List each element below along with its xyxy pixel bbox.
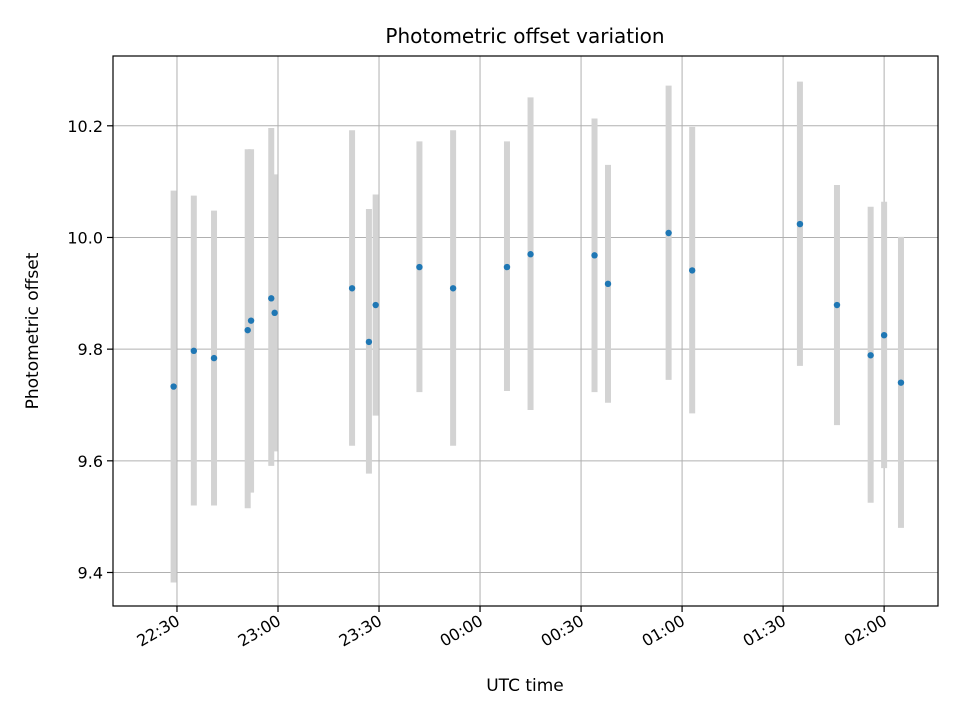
data-point xyxy=(372,301,379,309)
data-point xyxy=(867,352,874,359)
data-points xyxy=(170,220,905,390)
data-point xyxy=(247,317,255,324)
data-point xyxy=(833,301,841,309)
y-axis-ticks: 9.4 9.6 9.8 10.0 10.2 xyxy=(67,117,113,582)
data-point xyxy=(527,251,534,258)
y-tick-label: 9.6 xyxy=(78,452,103,471)
data-point xyxy=(503,263,511,271)
data-point xyxy=(210,354,218,362)
data-point xyxy=(688,267,696,274)
y-tick-label: 9.4 xyxy=(78,563,103,582)
data-point xyxy=(880,331,888,339)
data-point xyxy=(190,347,198,355)
data-point xyxy=(244,326,251,334)
data-point xyxy=(271,309,278,317)
data-point xyxy=(268,295,275,302)
x-axis-label: UTC time xyxy=(486,676,564,696)
data-point xyxy=(796,220,804,228)
data-point xyxy=(365,338,373,346)
y-tick-label: 9.8 xyxy=(78,340,103,359)
data-point xyxy=(449,285,457,292)
y-tick-label: 10.2 xyxy=(67,117,103,136)
data-point xyxy=(416,263,423,271)
y-tick-label: 10.0 xyxy=(67,228,103,247)
data-point xyxy=(665,229,672,237)
plot-frame xyxy=(112,55,939,607)
data-point xyxy=(604,280,612,288)
chart-title: Photometric offset variation xyxy=(385,24,664,48)
y-axis-label: Photometric offset xyxy=(23,252,43,409)
data-point xyxy=(348,285,356,292)
data-point xyxy=(170,383,177,390)
data-point xyxy=(897,379,905,386)
data-point xyxy=(591,252,598,259)
